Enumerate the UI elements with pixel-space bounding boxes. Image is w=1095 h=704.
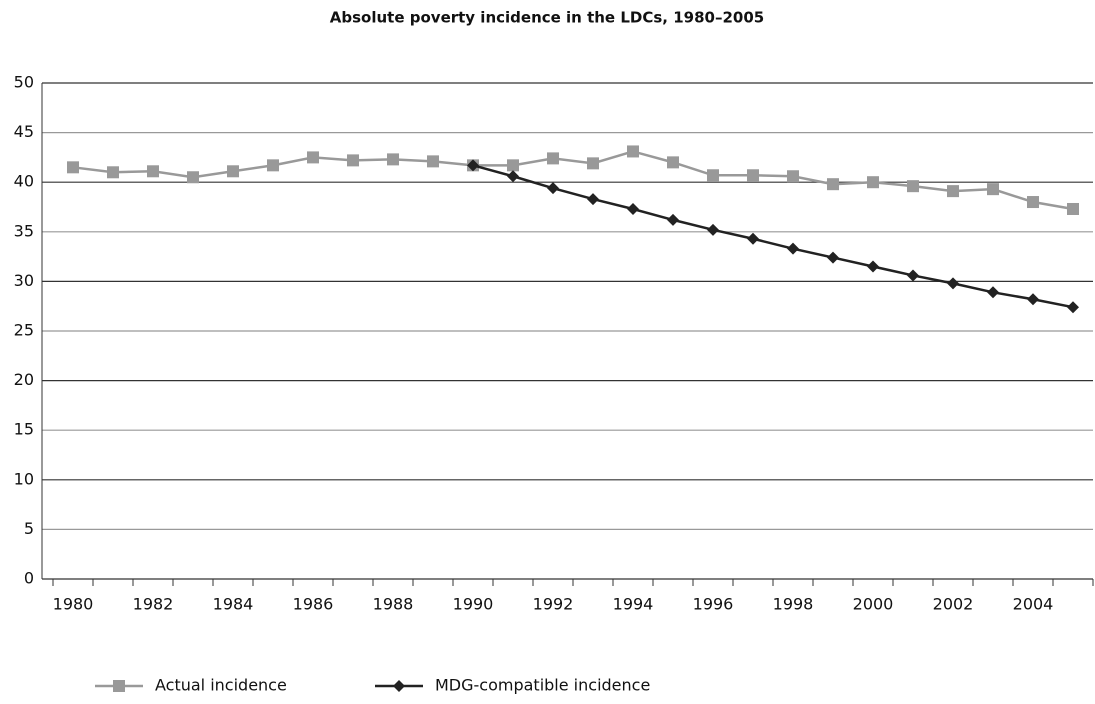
point (1067, 301, 1079, 314)
point (1067, 202, 1079, 215)
point (547, 152, 559, 165)
point (1027, 293, 1039, 306)
legend-marker (113, 680, 125, 692)
legend-marker (393, 680, 405, 692)
point (667, 156, 679, 169)
point (187, 171, 199, 184)
point (867, 176, 879, 189)
point (147, 165, 159, 178)
point (827, 251, 839, 264)
point (307, 151, 319, 164)
point (987, 183, 999, 196)
x-tick-label: 2002 (933, 595, 974, 614)
point (1027, 196, 1039, 209)
point (387, 153, 399, 166)
point (707, 223, 719, 236)
point (427, 155, 439, 168)
y-tick-label: 35 (14, 221, 34, 240)
y-tick-label: 5 (24, 519, 34, 538)
point (267, 159, 279, 172)
y-tick-label: 40 (14, 172, 34, 191)
point (947, 277, 959, 290)
point (467, 159, 479, 172)
point (787, 242, 799, 255)
point (507, 170, 519, 183)
point (627, 145, 639, 158)
y-tick-label: 30 (14, 271, 34, 290)
x-tick-label: 1992 (533, 595, 574, 614)
point (907, 180, 919, 193)
x-tick-label: 1994 (613, 595, 654, 614)
x-tick-label: 1986 (293, 595, 334, 614)
point (347, 154, 359, 167)
x-tick-label: 1998 (773, 595, 814, 614)
y-tick-label: 0 (24, 569, 34, 588)
point (507, 159, 519, 172)
point (587, 193, 599, 206)
x-tick-label: 1984 (213, 595, 254, 614)
x-tick-label: 1982 (133, 595, 174, 614)
legend-label: MDG-compatible incidence (435, 676, 650, 695)
point (787, 170, 799, 183)
y-tick-label: 50 (14, 73, 34, 92)
point (107, 166, 119, 179)
y-tick-label: 25 (14, 321, 34, 340)
series-line (472, 164, 1074, 309)
y-tick-label: 45 (14, 122, 34, 141)
point (987, 286, 999, 299)
point (227, 165, 239, 178)
point (907, 269, 919, 282)
x-tick-label: 1990 (453, 595, 494, 614)
point (67, 161, 79, 174)
x-tick-label: 1980 (53, 595, 94, 614)
chart-title: Absolute poverty incidence in the LDCs, … (330, 9, 764, 27)
point (627, 202, 639, 215)
point (747, 169, 759, 182)
x-tick-label: 1988 (373, 595, 414, 614)
x-tick-label: 2000 (853, 595, 894, 614)
x-tick-label: 1996 (693, 595, 734, 614)
legend-label: Actual incidence (155, 676, 287, 695)
point (947, 185, 959, 198)
point (547, 182, 559, 195)
y-tick-label: 20 (14, 370, 34, 389)
x-tick-label: 2004 (1013, 595, 1054, 614)
y-tick-label: 10 (14, 469, 34, 488)
point (747, 232, 759, 245)
point (707, 169, 719, 182)
y-tick-label: 15 (14, 420, 34, 439)
series-line (72, 150, 1074, 211)
point (827, 178, 839, 191)
point (587, 157, 599, 170)
point (667, 213, 679, 226)
point (867, 260, 879, 273)
